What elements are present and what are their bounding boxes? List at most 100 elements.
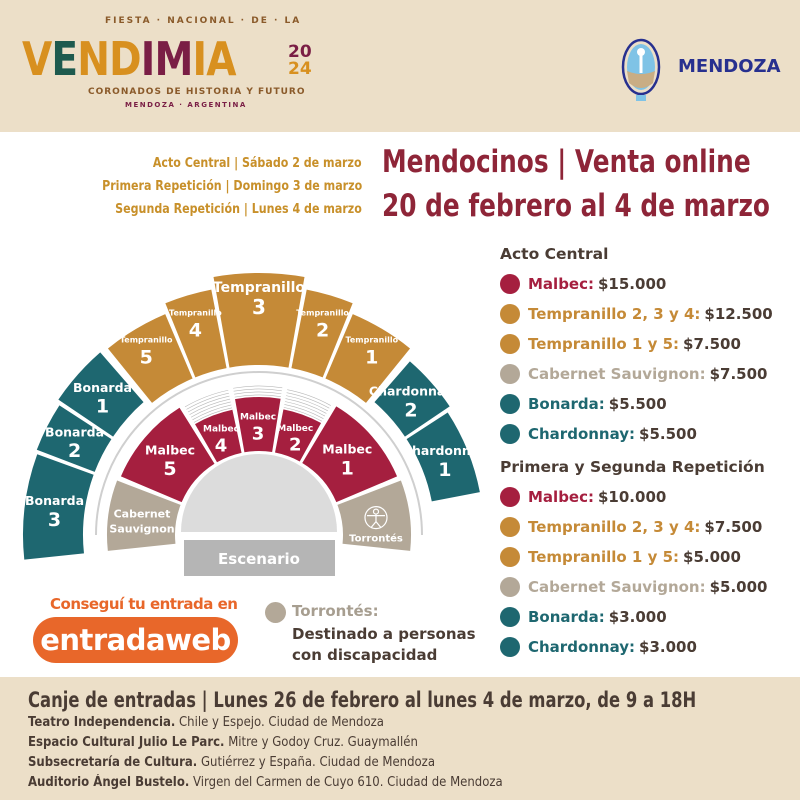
legend-heading-repeticiones: Primera y Segunda Repetición: [500, 458, 765, 476]
price-label: Cabernet Sauvignon:: [528, 365, 706, 383]
section-shape[interactable]: [374, 361, 450, 437]
section-number: 3: [48, 509, 61, 531]
canje-location: Auditorio Ángel Bustelo. Virgen del Carm…: [28, 775, 503, 791]
location-name: Teatro Independencia.: [28, 715, 176, 730]
section-shape[interactable]: [275, 409, 322, 462]
price-item-chardonnay: Chardonnay: $5.500: [500, 424, 697, 444]
section-name: Bonarda: [45, 424, 104, 439]
date-acto-central: Acto Central | Sábado 2 de marzo: [153, 155, 362, 171]
stage-label: Escenario: [218, 550, 300, 568]
price-value: $5.500: [608, 395, 667, 413]
color-dot: [500, 487, 520, 507]
location-address: Gutiérrez y España. Ciudad de Mendoza: [200, 755, 435, 770]
color-dot: [500, 547, 520, 567]
color-dot: [500, 577, 520, 597]
price-value: $3.000: [639, 638, 697, 656]
price-label: Chardonnay:: [528, 425, 636, 443]
section-name: Tempranillo: [296, 308, 349, 317]
section-torrontes-area[interactable]: Torrontés: [337, 480, 411, 551]
section-cabernet-sauvignon[interactable]: Cabernet Sauvignon: [106, 480, 181, 551]
section-name: Tempranillo: [345, 336, 398, 345]
section-shape[interactable]: [406, 412, 480, 502]
section-shape[interactable]: [195, 409, 242, 463]
canje-location: Espacio Cultural Julio Le Parc. Mitre y …: [28, 735, 418, 751]
seat-row-line: [233, 385, 283, 389]
price-item-cabernet: Cabernet Sauvignon: $5.000: [500, 577, 768, 597]
price-value: $15.000: [598, 275, 667, 293]
location-name: Auditorio Ángel Bustelo.: [28, 775, 190, 790]
color-dot: [500, 274, 520, 294]
seat-row-line: [284, 404, 324, 419]
seat-row-line: [193, 407, 233, 423]
section-shape[interactable]: [291, 289, 353, 378]
price-label: Tempranillo 1 y 5:: [528, 548, 680, 566]
logo-location: MENDOZA · ARGENTINA: [125, 101, 247, 109]
price-label: Malbec:: [528, 488, 594, 506]
footer-band: [0, 677, 800, 800]
color-dot: [500, 424, 520, 444]
color-dot: [500, 304, 520, 324]
price-value: $7.500: [683, 335, 741, 353]
section-name: Bonarda: [25, 493, 84, 508]
price-value: $5.000: [683, 548, 741, 566]
seat-row-line: [186, 392, 229, 410]
seat-row-line: [233, 388, 282, 392]
section-shape[interactable]: [325, 314, 411, 403]
inner-arc-line: [95, 371, 423, 536]
section-name: Cabernet: [114, 508, 171, 521]
section-shape[interactable]: [120, 407, 215, 503]
section-shape[interactable]: [58, 352, 144, 437]
stage-area: [181, 454, 337, 532]
section-shape[interactable]: [302, 406, 398, 503]
price-item-malbec: Malbec: $15.000: [500, 274, 666, 294]
seat-row-line: [285, 398, 327, 414]
price-item-bonarda: Bonarda: $3.000: [500, 607, 667, 627]
section-name: Bonarda: [73, 380, 132, 395]
section-shape[interactable]: [106, 480, 181, 551]
date-primera-repeticion: Primera Repetición | Domingo 3 de marzo: [101, 178, 362, 194]
price-value: $5.500: [639, 425, 697, 443]
torrontes-note-line2: con discapacidad: [292, 646, 438, 664]
section-tempranillo-4[interactable]: Tempranillo 4: [165, 289, 227, 378]
section-name: Malbec: [203, 425, 239, 435]
section-name: Chardonnay: [403, 443, 487, 458]
logo-year-bottom: 24: [288, 59, 312, 79]
section-shape[interactable]: [165, 289, 227, 378]
logo-top-line: FIESTA · NACIONAL · DE · LA: [105, 16, 302, 26]
torrontes-note-line1: Destinado a personas: [292, 625, 476, 643]
section-shape[interactable]: [22, 454, 94, 560]
header-band: [0, 0, 800, 132]
section-tempranillo-2[interactable]: Tempranillo 2: [291, 289, 353, 378]
seat-row-line: [189, 398, 231, 415]
section-shape[interactable]: [107, 314, 193, 403]
price-item-tempranillo: Tempranillo 1 y 5: $7.500: [500, 334, 741, 354]
section-shape[interactable]: [213, 273, 305, 368]
color-dot: [500, 334, 520, 354]
seat-row-line: [287, 389, 331, 406]
logo-year: 20 24: [288, 44, 312, 79]
section-shape[interactable]: [235, 397, 281, 453]
section-number: 1: [341, 457, 354, 479]
price-label: Cabernet Sauvignon:: [528, 578, 706, 596]
section-name: Torrontés: [349, 533, 403, 545]
section-number: 2: [404, 400, 417, 422]
entradaweb-button[interactable]: entradaweb: [33, 617, 238, 663]
seat-row-line: [190, 401, 231, 418]
section-number: 5: [140, 346, 153, 368]
section-shape[interactable]: [36, 405, 112, 472]
section-name: Malbec: [277, 424, 313, 434]
date-segunda-repeticion: Segunda Repetición | Lunes 4 de marzo: [115, 201, 362, 217]
